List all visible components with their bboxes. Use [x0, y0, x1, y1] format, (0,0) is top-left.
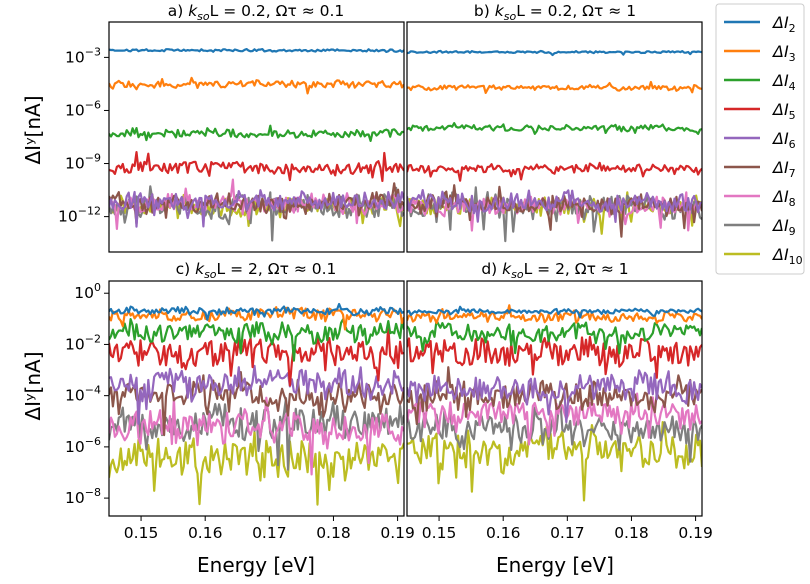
x-tick-label: 0.17 — [550, 524, 585, 542]
panel-a-lines — [109, 47, 404, 242]
panel-a-title: a) ksoL = 0.2, Ωτ ≈ 0.1 — [168, 2, 345, 23]
series-line-2 — [109, 302, 404, 321]
y-axis-label-top: ΔIʸ[nA] — [21, 96, 45, 165]
x-tick-label: 0.19 — [380, 524, 415, 542]
y-tick-label: 10−3 — [65, 45, 101, 66]
panel-a-plot: 10−3 10−6 10−9 10−12 — [58, 21, 405, 253]
legend: ΔI2 ΔI3 ΔI4 ΔI5 ΔI6 ΔI7 ΔI8 ΔI9 ΔI10 — [715, 3, 805, 275]
series-line-10 — [407, 421, 702, 502]
legend-label-5: ΔI5 — [771, 100, 796, 122]
series-line-6 — [407, 189, 702, 223]
series-line-3 — [407, 80, 702, 95]
series-line-3 — [407, 304, 702, 325]
x-tick-label: 0.15 — [422, 524, 457, 542]
x-axis-label-left: Energy [eV] — [197, 553, 315, 577]
series-line-4 — [109, 318, 404, 362]
series-line-4 — [407, 319, 702, 355]
x-tick-label: 0.16 — [486, 524, 521, 542]
y-axis-label-bottom: ΔIʸ[nA] — [21, 352, 45, 421]
x-tick-label: 0.18 — [316, 524, 351, 542]
panel-b-title: b) ksoL = 0.2, Ωτ ≈ 1 — [474, 2, 636, 23]
y-tick-label: 100 — [74, 281, 101, 302]
series-line-2 — [407, 49, 702, 57]
legend-label-9: ΔI9 — [771, 216, 796, 238]
y-tick-label: 10−8 — [65, 486, 101, 507]
series-line-8 — [407, 392, 702, 446]
legend-label-7: ΔI7 — [771, 158, 796, 180]
panel-a: a) ksoL = 0.2, Ωτ ≈ 0.1 10−3 10−6 10−9 10−1… — [58, 2, 405, 253]
series-line-10 — [109, 430, 404, 506]
panel-d-frame — [406, 280, 703, 517]
legend-label-8: ΔI8 — [771, 187, 796, 209]
panel-b: b) ksoL = 0.2, Ωτ ≈ 1 — [406, 2, 703, 253]
series-line-7 — [109, 182, 404, 225]
series-line-6 — [109, 189, 404, 228]
series-line-9 — [109, 397, 404, 471]
panel-c-plot: 100 10−2 10−4 10−6 10−8 0.15 0.16 0.17 0.18 0.19 — [65, 280, 415, 542]
series-line-8 — [109, 396, 404, 476]
panel-d-plot: 0.15 0.16 0.17 0.18 0.19 — [406, 280, 713, 542]
x-tick-label: 0.19 — [678, 524, 713, 542]
panel-d: d) ksoL = 2, Ωτ ≈ 1 0.15 0.16 0.17 0.18 0.19 — [406, 260, 713, 542]
series-line-5 — [109, 151, 404, 182]
y-tick-label: 10−4 — [65, 384, 101, 405]
series-line-6 — [407, 369, 702, 424]
series-line-7 — [109, 371, 404, 437]
x-axis-label-right: Energy [eV] — [496, 553, 614, 577]
series-line-5 — [407, 161, 702, 182]
y-tick-label: 10−9 — [65, 152, 101, 173]
panel-d-lines — [407, 304, 702, 502]
y-tick-label: 10−12 — [58, 205, 101, 226]
panel-b-frame — [406, 21, 703, 253]
panel-c-title: c) ksoL = 2, Ωτ ≈ 0.1 — [176, 260, 337, 281]
series-line-4 — [407, 121, 702, 135]
series-line-5 — [407, 335, 702, 379]
series-line-4 — [109, 124, 404, 142]
legend-label-10: ΔI10 — [771, 245, 803, 267]
x-tick-label: 0.18 — [614, 524, 649, 542]
panel-a-frame — [108, 21, 405, 253]
legend-label-2: ΔI2 — [771, 13, 796, 35]
legend-label-4: ΔI4 — [771, 71, 796, 93]
panel-b-lines — [407, 49, 702, 243]
panel-d-title: d) ksoL = 2, Ωτ ≈ 1 — [481, 260, 628, 281]
x-tick-label: 0.16 — [188, 524, 223, 542]
panel-c-lines — [109, 302, 404, 506]
series-line-5 — [109, 325, 404, 387]
series-line-3 — [109, 76, 404, 95]
x-tick-label: 0.17 — [252, 524, 287, 542]
y-tick-label: 10−2 — [65, 332, 101, 353]
panel-c-frame — [108, 280, 405, 517]
panel-b-plot — [406, 21, 703, 253]
series-line-2 — [407, 305, 702, 319]
y-tick-label: 10−6 — [65, 98, 101, 119]
panel-c: c) ksoL = 2, Ωτ ≈ 0.1 100 10−2 10−4 10−6 10−… — [65, 260, 415, 542]
series-line-6 — [109, 364, 404, 425]
legend-label-3: ΔI3 — [771, 42, 796, 64]
y-tick-label: 10−6 — [65, 435, 101, 456]
series-line-2 — [109, 47, 404, 54]
x-tick-label: 0.15 — [124, 524, 159, 542]
legend-label-6: ΔI6 — [771, 129, 796, 151]
